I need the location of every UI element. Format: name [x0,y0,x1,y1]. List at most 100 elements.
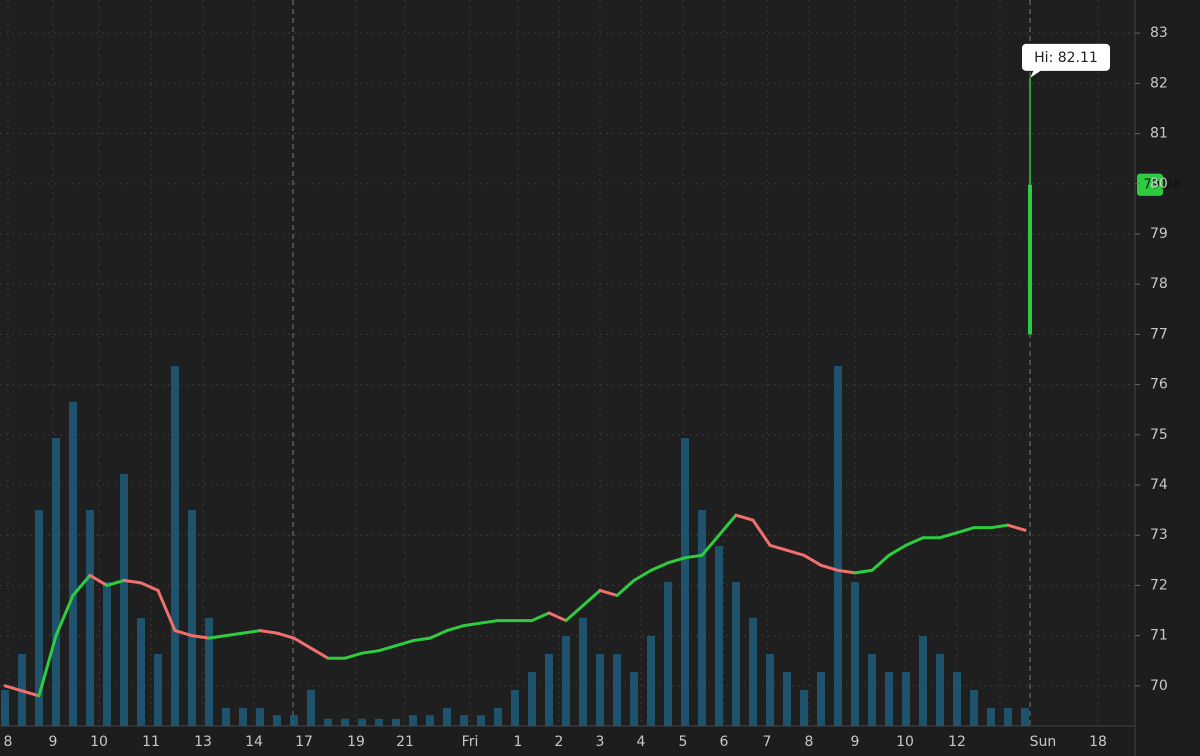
volume-bar [341,718,349,726]
y-tick-label: 75 [1150,427,1168,443]
volume-bar [749,618,757,726]
price-segment [955,526,976,535]
price-segment [887,543,908,557]
price-segment [122,578,143,585]
price [3,77,1032,698]
volume-bar [1,690,9,726]
volume-bar [936,654,944,726]
price-segment [428,629,449,640]
x-tick-label: 8 [4,734,13,750]
x-tick-label: Fri [462,734,479,750]
volume-bar [307,690,315,726]
volume-bar [171,366,179,726]
x-tick-label: 19 [347,734,365,750]
x-tick-label: 9 [49,734,58,750]
y-tick-label: 74 [1150,477,1168,493]
price-segment [292,636,313,650]
x-tick-label: 8 [805,734,814,750]
price-segment [649,561,670,572]
volume-bar [613,654,621,726]
volume-bar [630,672,638,726]
callout-pointer [1030,69,1042,78]
y-tick-label: 80 [1150,176,1168,192]
grid [0,0,1135,726]
price-segment [768,543,789,552]
volume-bar [69,402,77,726]
volume-bar [868,654,876,726]
volume-bar [834,366,842,726]
volume-bar [800,690,808,726]
volume-bar [137,618,145,726]
x-tick-label: 21 [396,734,414,750]
x-tick-label: 14 [245,734,263,750]
x-tick-label: 4 [637,734,646,750]
volume-bar [647,636,655,726]
price-segment [411,636,432,643]
price-segment [190,634,211,640]
x-tick-label: Sun [1030,734,1057,750]
price-segment [445,624,466,633]
price-segment [309,646,330,660]
y-tick-label: 73 [1150,527,1168,543]
price-segment [683,553,704,560]
price-segment [343,651,364,660]
price-segment [598,588,619,597]
volume-bar [239,708,247,726]
price-segment [717,513,738,537]
price-segment [275,631,296,640]
volume-bar [290,715,298,726]
volume-bar [902,672,910,726]
price-segment [173,629,194,638]
price-segment [224,631,245,638]
volume-bar [919,636,927,726]
overlay: Hi: 82.11 79.98 [1022,43,1181,196]
price-segment [54,593,75,638]
price-segment [802,553,823,567]
price-segment [530,611,551,623]
x-tick-label: 10 [896,734,914,750]
price-segment [360,649,381,655]
volume-bar [732,582,740,726]
price-segment [3,684,24,693]
volume-bar [851,582,859,726]
price-tag-body [1137,173,1162,196]
volume-bar [375,718,383,726]
price-segment [853,568,874,575]
price-segment [819,563,840,572]
x-tick-label: 11 [142,734,160,750]
volume-bar [460,715,468,726]
volume-bar [120,474,128,726]
price-segment [870,553,891,572]
y-tick-label: 72 [1150,577,1168,593]
callout-box [1022,43,1110,71]
y-tick-label: 83 [1150,25,1168,41]
volume [1,366,1029,726]
price-segment [88,573,109,587]
volume-bar [562,636,570,726]
price-segment [105,578,126,587]
volume-bar [1004,708,1012,726]
price-segment [581,588,602,608]
price-segment [785,548,806,557]
volume-bar [494,708,502,726]
volume-bar [426,715,434,726]
volume-bar [222,708,230,726]
price-segment [20,689,41,698]
volume-bar [256,708,264,726]
volume-bar [715,546,723,726]
price-segment [666,556,687,565]
y-tick-label: 76 [1150,377,1168,393]
volume-bar [885,672,893,726]
volume-bar [953,672,961,726]
x-tick-label: 9 [851,734,860,750]
volume-bar [358,718,366,726]
volume-bar [987,708,995,726]
volume-bar [409,715,417,726]
x-tick-label: 2 [555,734,564,750]
price-segment [207,634,228,640]
volume-bar [511,690,519,726]
y-tick-label: 81 [1150,126,1168,142]
x-tick-label: 5 [679,734,688,750]
volume-bar [528,672,536,726]
